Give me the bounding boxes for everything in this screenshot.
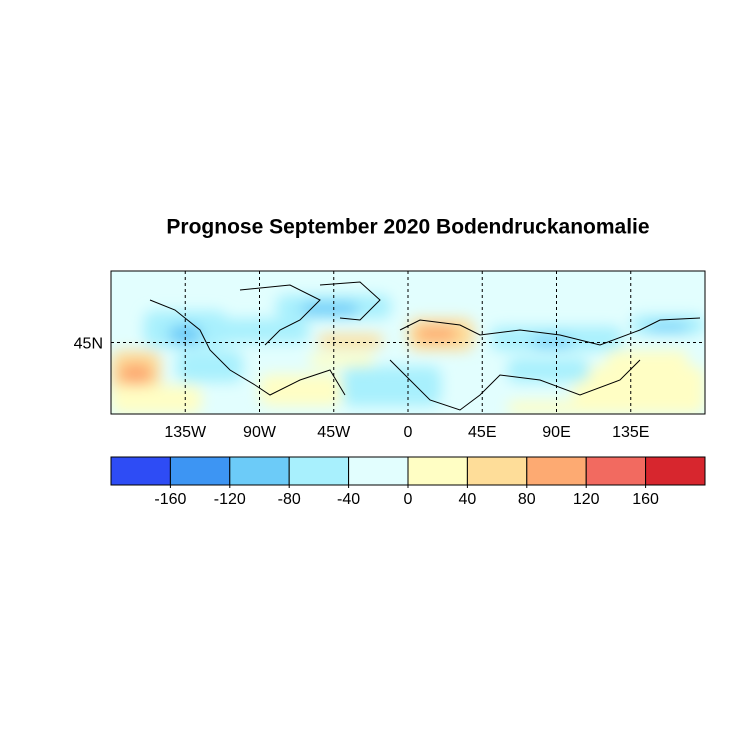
colorbar-tick-label: 80 <box>518 491 536 508</box>
field-patch <box>168 325 202 345</box>
x-tick-label: 45W <box>317 424 351 441</box>
colorbar-box <box>229 456 290 486</box>
coastline <box>389 359 641 411</box>
colorbar-tick-label: 40 <box>459 491 477 508</box>
x-tick-label: 0 <box>404 424 413 441</box>
field-patch <box>119 363 153 386</box>
colorbar-tick-label: -80 <box>278 491 301 508</box>
colorbar-box <box>288 456 350 486</box>
coastline <box>319 281 381 321</box>
field-patch <box>300 302 359 316</box>
colorbar-box <box>110 456 171 486</box>
field-patch <box>210 318 309 343</box>
colorbar-tick-label: -160 <box>154 491 186 508</box>
field-patch <box>259 374 342 407</box>
colorbar-box <box>348 456 409 486</box>
x-tick-label: 45E <box>468 424 496 441</box>
coastline <box>149 299 346 396</box>
colorbar-tick-label: 0 <box>404 491 413 508</box>
x-tick-label: 90W <box>243 424 277 441</box>
field-patch <box>531 337 573 348</box>
field-patch <box>177 350 243 383</box>
colorbar-tick-label: 120 <box>573 491 600 508</box>
colorbar-box <box>407 456 468 486</box>
y-tick-label: 45N <box>74 336 103 353</box>
field-patch <box>309 353 375 367</box>
coastline <box>399 317 701 346</box>
field-patch <box>111 385 202 414</box>
colorbar-box <box>526 456 587 486</box>
field-patch <box>647 323 689 332</box>
field-patch <box>342 366 441 407</box>
field-patch <box>507 401 606 414</box>
x-tick-label: 90E <box>542 424 570 441</box>
map-frame <box>110 270 706 415</box>
field-patch <box>317 334 384 348</box>
field-patch <box>416 326 458 341</box>
colorbar-box <box>645 456 706 486</box>
colorbar-box <box>466 456 528 486</box>
x-tick-label: 135E <box>612 424 649 441</box>
colorbar-box <box>585 456 647 486</box>
colorbar-tick-label: -40 <box>337 491 360 508</box>
colorbar-tick-label: -120 <box>214 491 246 508</box>
field-patch <box>507 358 590 383</box>
field-patch <box>573 366 705 414</box>
title: Prognose September 2020 Bodendruckanomal… <box>166 216 649 239</box>
colorbar-box <box>169 456 231 486</box>
field-patch <box>606 350 689 375</box>
colorbar-tick-label: 160 <box>632 491 659 508</box>
x-tick-label: 135W <box>164 424 207 441</box>
coastline <box>239 284 321 346</box>
